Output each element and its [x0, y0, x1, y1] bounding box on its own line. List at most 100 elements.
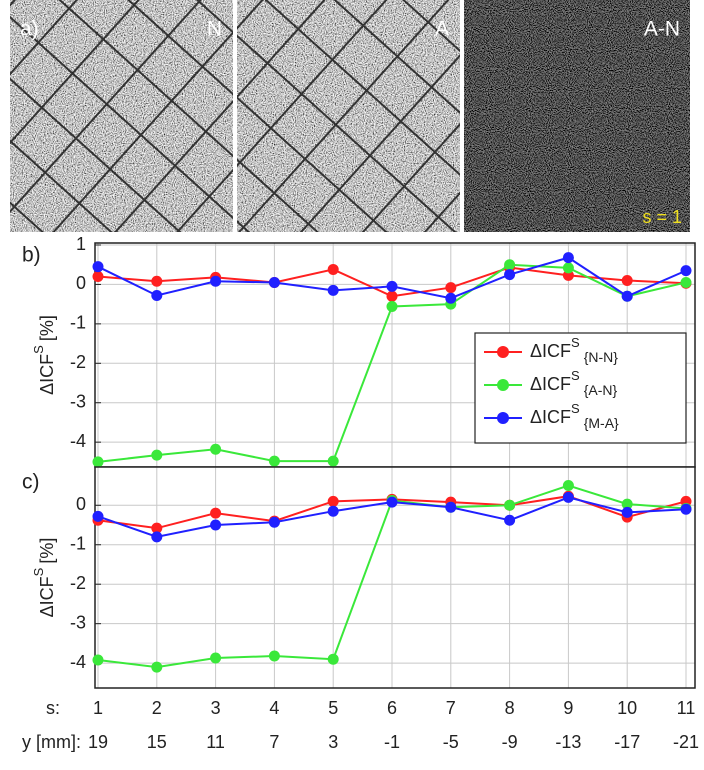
panel-label: a)	[20, 18, 39, 41]
data-point	[151, 522, 163, 534]
label-main: ΔICF	[530, 341, 571, 361]
x-tick-label-2: -13	[555, 732, 581, 752]
y-tick-label: -1	[70, 533, 86, 553]
x-tick-label-2: 7	[269, 732, 279, 752]
data-point	[504, 499, 516, 511]
image-diff	[464, 0, 690, 232]
row-label: y [mm]:	[22, 732, 81, 752]
y-tick-label: -3	[70, 391, 86, 411]
x-tick-label-2: -17	[614, 732, 640, 752]
y-tick-label: 0	[76, 273, 86, 293]
x-tick-label-2: 15	[147, 732, 167, 752]
data-point	[268, 455, 280, 467]
data-point	[210, 519, 222, 531]
data-point	[386, 290, 398, 302]
y-tick-label: -2	[70, 352, 86, 372]
x-tick-label: 5	[328, 698, 338, 718]
data-point	[151, 449, 163, 461]
label-main: ΔICF	[37, 576, 57, 617]
label-main: ΔICF	[530, 374, 571, 394]
data-point	[92, 271, 104, 283]
data-point	[151, 531, 163, 543]
data-point	[268, 650, 280, 662]
x-tick-label-2: -1	[384, 732, 400, 752]
y-tick-label: -4	[70, 652, 86, 672]
x-tick-label: 2	[152, 698, 162, 718]
data-point	[92, 456, 104, 468]
label-unit: [%]	[37, 538, 57, 564]
label-sub: {M-A}	[584, 415, 619, 431]
y-axis-label: ΔICFS [%]	[31, 315, 56, 395]
data-point	[680, 276, 692, 288]
data-point	[621, 498, 633, 510]
y-tick-label: -2	[70, 573, 86, 593]
panel-label: b)	[22, 244, 41, 267]
data-point	[151, 275, 163, 287]
data-point	[151, 661, 163, 673]
data-point	[680, 503, 692, 515]
y-tick-label: 1	[76, 234, 86, 254]
image-title: A	[435, 18, 449, 41]
row-label: s:	[46, 698, 60, 718]
data-point	[445, 501, 457, 513]
data-point	[680, 265, 692, 277]
data-point	[327, 505, 339, 517]
data-point	[504, 514, 516, 526]
legend-entry: ΔICFS {A-N}	[530, 368, 617, 397]
y-tick-label: -4	[70, 431, 86, 451]
data-point	[327, 263, 339, 275]
data-point	[210, 275, 222, 287]
x-tick-label-2: 19	[88, 732, 108, 752]
x-tick-label: 3	[211, 698, 221, 718]
legend-entry: ΔICFS {N-N}	[530, 335, 618, 364]
label-sup: S	[31, 567, 46, 576]
label-sup: S	[31, 345, 46, 354]
image-panels: a) N A A-N s = 1	[10, 0, 690, 232]
data-point	[268, 516, 280, 528]
y-axis-label: ΔICFS [%]	[31, 538, 56, 618]
data-point	[386, 301, 398, 313]
data-point	[504, 259, 516, 271]
label-sup: S	[571, 335, 580, 350]
plot-frame	[94, 466, 696, 689]
image-title: A-N	[644, 18, 680, 41]
label-main: ΔICF	[530, 407, 571, 427]
label-sup: S	[571, 368, 580, 383]
x-tick-label-2: -9	[502, 732, 518, 752]
legend-marker	[497, 412, 509, 424]
x-tick-label: 8	[505, 698, 515, 718]
label-sup: S	[571, 401, 580, 416]
x-tick-label: 4	[269, 698, 279, 718]
x-tick-label: 1	[93, 698, 103, 718]
label-main: ΔICF	[37, 354, 57, 395]
x-tick-label-2: 11	[206, 732, 225, 752]
legend-entry: ΔICFS {M-A}	[530, 401, 619, 430]
label-sub: {A-N}	[584, 382, 618, 398]
legend-marker	[497, 379, 509, 391]
data-point	[562, 491, 574, 503]
data-point	[504, 269, 516, 281]
data-point	[445, 282, 457, 294]
x-tick-label-2: 3	[328, 732, 338, 752]
data-point	[92, 510, 104, 522]
y-tick-label: -3	[70, 612, 86, 632]
data-point	[210, 443, 222, 455]
data-point	[92, 654, 104, 666]
x-tick-label-2: -5	[443, 732, 459, 752]
x-tick-label: 9	[563, 698, 573, 718]
label-unit: [%]	[37, 315, 57, 341]
mesh-overlay	[10, 0, 233, 232]
data-point	[210, 652, 222, 664]
data-point	[327, 653, 339, 665]
data-point	[562, 262, 574, 274]
y-tick-label: 0	[76, 494, 86, 514]
legend-marker	[497, 346, 509, 358]
data-point	[327, 455, 339, 467]
data-point	[210, 507, 222, 519]
data-point	[327, 495, 339, 507]
scale-note: s = 1	[642, 207, 682, 227]
x-tick-label: 6	[387, 698, 397, 718]
data-point	[151, 289, 163, 301]
x-tick-label: 10	[617, 698, 637, 718]
data-point	[268, 276, 280, 288]
